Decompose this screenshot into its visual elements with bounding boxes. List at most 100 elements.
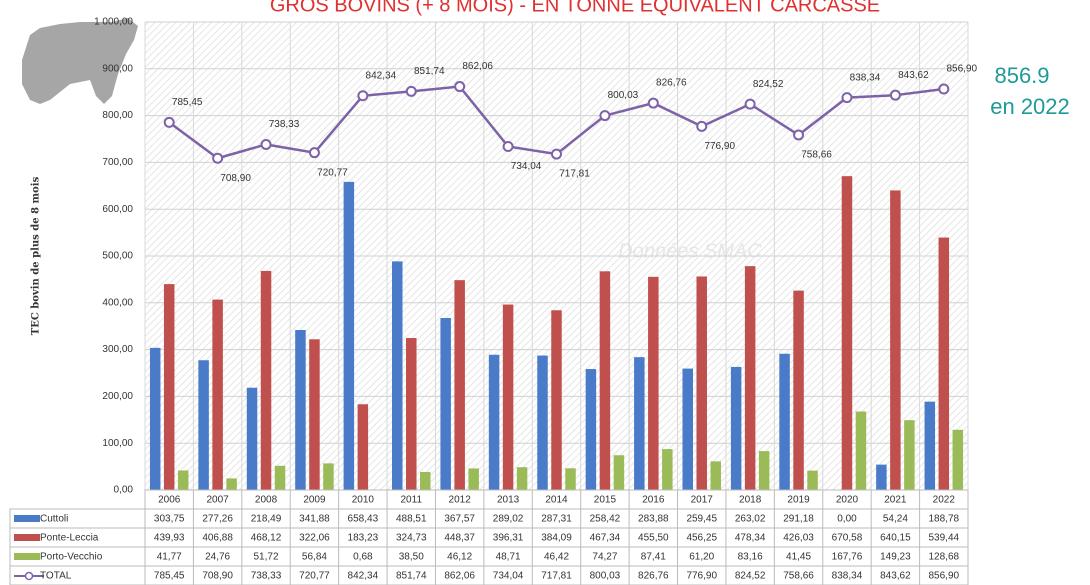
marker xyxy=(696,120,708,132)
marker xyxy=(551,148,562,160)
table-cell: 838,34 xyxy=(832,571,863,582)
y-tick-label: 300,00 xyxy=(102,344,133,355)
data-label: 708,90 xyxy=(220,173,251,184)
table-cell: 455,50 xyxy=(638,533,669,544)
y-tick-label: 100,00 xyxy=(102,438,133,449)
table-cell: 670,58 xyxy=(832,533,863,544)
x-tick-label: 2016 xyxy=(642,495,665,506)
table-cell: 149,23 xyxy=(880,552,911,563)
table-cell: 54,24 xyxy=(883,514,908,525)
table-cell: 74,27 xyxy=(592,552,617,563)
table-cell: 843,62 xyxy=(880,571,911,582)
marker xyxy=(744,98,756,110)
y-tick-label: 500,00 xyxy=(102,251,133,262)
table-cell: 851,74 xyxy=(396,571,427,582)
table-cell: 188,78 xyxy=(928,514,959,525)
data-label: 826,76 xyxy=(656,78,687,89)
bar xyxy=(744,266,756,490)
data-label: 734,04 xyxy=(511,161,542,172)
table-cell: 183,23 xyxy=(348,533,379,544)
bar xyxy=(565,468,576,490)
bar xyxy=(343,181,355,490)
marker xyxy=(502,140,514,152)
y-tick-label: 0,00 xyxy=(114,485,134,496)
bar xyxy=(855,411,867,490)
marker xyxy=(454,81,466,93)
table-cell: 0,00 xyxy=(837,514,857,525)
table-cell: 61,20 xyxy=(689,552,714,563)
marker xyxy=(260,138,272,150)
table-cell: 467,34 xyxy=(590,533,621,544)
table-cell: 289,02 xyxy=(493,514,524,525)
x-tick-label: 2021 xyxy=(884,495,907,506)
table-cell: 448,37 xyxy=(444,533,475,544)
bar xyxy=(648,276,659,490)
table-cell: 456,25 xyxy=(686,533,717,544)
y-tick-label: 200,00 xyxy=(102,391,133,402)
bar xyxy=(551,310,562,490)
table-cell: 468,12 xyxy=(251,533,282,544)
table-cell: 862,06 xyxy=(444,571,475,582)
bar xyxy=(793,290,804,490)
y-tick-label: 400,00 xyxy=(102,297,133,308)
table-cell: 856,90 xyxy=(928,571,959,582)
bar xyxy=(662,449,673,490)
x-tick-label: 2010 xyxy=(352,495,375,506)
bar xyxy=(904,420,915,490)
data-label: 776,90 xyxy=(704,141,735,152)
table-cell: 167,76 xyxy=(832,552,863,563)
bar xyxy=(807,470,818,490)
bar xyxy=(177,470,189,490)
table-cell: 488,51 xyxy=(396,514,427,525)
table-cell: 367,57 xyxy=(444,514,475,525)
bar xyxy=(938,237,950,490)
bar xyxy=(274,465,286,490)
table-cell: 324,73 xyxy=(396,533,427,544)
bar xyxy=(149,347,161,490)
bar xyxy=(163,284,175,490)
bar xyxy=(420,471,431,490)
y-tick-label: 600,00 xyxy=(102,204,133,215)
x-tick-label: 2009 xyxy=(303,495,326,506)
annotation: 856.9 xyxy=(994,63,1049,88)
legend-swatch xyxy=(14,553,40,560)
table-cell: 46,12 xyxy=(447,552,472,563)
bar xyxy=(876,464,887,490)
data-label: 720,77 xyxy=(317,167,348,178)
table-cell: 406,88 xyxy=(202,533,233,544)
table-cell: 322,06 xyxy=(299,533,330,544)
table-cell: 720,77 xyxy=(299,571,330,582)
bar xyxy=(468,468,479,490)
table-cell: 46,42 xyxy=(544,552,569,563)
y-tick-label: 1 000,00 xyxy=(94,17,133,28)
marker xyxy=(308,147,320,159)
data-label: 717,81 xyxy=(559,169,590,180)
bar xyxy=(890,190,901,491)
x-tick-label: 2007 xyxy=(206,495,229,506)
bar xyxy=(599,271,611,490)
table-cell: 396,31 xyxy=(493,533,524,544)
x-tick-label: 2013 xyxy=(497,495,520,506)
legend-label: Porto-Vecchio xyxy=(40,552,103,563)
table-cell: 341,88 xyxy=(299,514,330,525)
bar xyxy=(246,387,258,490)
bar xyxy=(309,339,320,490)
x-tick-label: 2012 xyxy=(449,495,472,506)
bar xyxy=(260,270,272,490)
bar xyxy=(952,429,964,490)
marker xyxy=(647,97,659,109)
y-tick-label: 900,00 xyxy=(102,63,133,74)
data-label: 800,03 xyxy=(608,90,639,101)
table-cell: 738,33 xyxy=(251,571,282,582)
table-cell: 734,04 xyxy=(493,571,524,582)
data-label: 824,52 xyxy=(753,79,784,90)
bar xyxy=(440,317,451,490)
table-cell: 478,34 xyxy=(735,533,766,544)
marker xyxy=(212,152,224,164)
bar xyxy=(682,368,693,490)
bar xyxy=(585,369,597,490)
marker xyxy=(793,129,805,141)
legend-swatch xyxy=(14,534,40,541)
bar xyxy=(613,455,625,490)
